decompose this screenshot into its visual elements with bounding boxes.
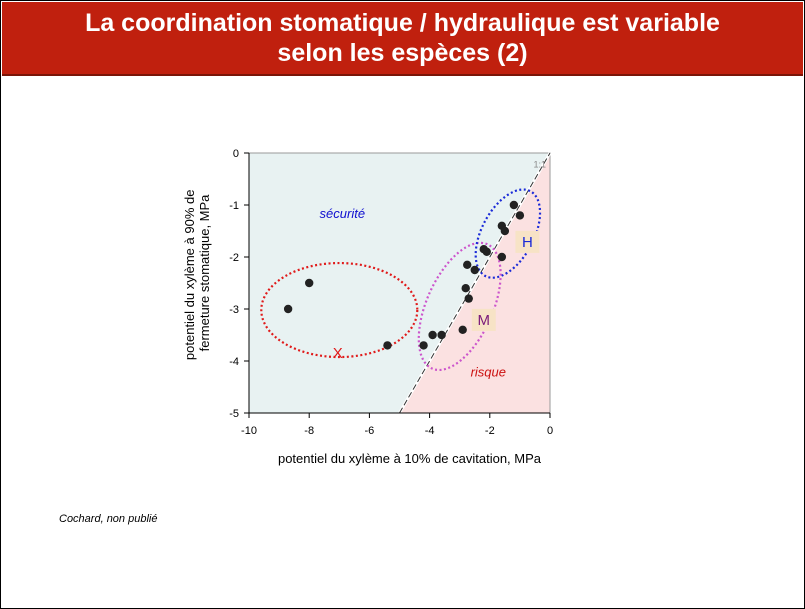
group-x-label: X	[333, 345, 343, 362]
y-tick-label: -2	[229, 252, 239, 264]
data-point	[305, 278, 314, 288]
data-point	[283, 304, 293, 314]
x-tick-label: -10	[241, 425, 257, 437]
x-axis-ticks: -10 -8 -6 -4 -2 0	[241, 413, 553, 437]
data-point	[461, 284, 470, 293]
data-point	[515, 211, 525, 220]
slide-title-line-1: La coordination stomatique / hydraulique…	[85, 9, 720, 37]
x-tick-label: -4	[425, 425, 435, 437]
data-point	[470, 265, 479, 275]
data-point	[383, 341, 392, 350]
x-tick-label: -8	[304, 425, 314, 437]
y-axis-label-line-2: fermeture stomatique, MPa	[197, 194, 212, 352]
x-tick-label: -2	[485, 425, 495, 437]
data-point	[458, 325, 467, 334]
group-h-label: H	[522, 234, 533, 251]
x-tick-label: -6	[365, 425, 375, 437]
title-bar: La coordination stomatique / hydraulique…	[2, 2, 803, 76]
y-tick-label: -1	[229, 200, 239, 212]
group-m-label-background	[471, 308, 496, 331]
data-point	[482, 247, 491, 256]
y-tick-label: 0	[233, 148, 239, 160]
y-tick-label: -5	[229, 408, 239, 420]
data-point	[497, 252, 507, 262]
y-axis-label-line-1: potentiel du xylème à 90% de	[182, 190, 197, 361]
zone-securite-label: sécurité	[320, 206, 366, 221]
one-to-one-label: 1:1	[533, 160, 546, 170]
y-tick-label: -3	[229, 304, 239, 316]
zone-risque-label: risque	[471, 364, 506, 379]
y-axis-ticks: 0 -1 -2 -3 -4 -5	[229, 148, 249, 420]
data-point	[437, 330, 446, 340]
x-tick-label: 0	[547, 425, 553, 437]
slide-title-line-2: selon les espèces (2)	[277, 39, 528, 67]
y-tick-label: -4	[229, 356, 239, 368]
data-point	[419, 341, 428, 350]
slide-title: La coordination stomatique / hydraulique…	[2, 8, 803, 68]
group-m-label: M	[478, 312, 491, 329]
group-h-label-background	[515, 230, 540, 253]
data-point	[500, 226, 510, 236]
data-point	[463, 260, 472, 269]
group-x-ellipse	[260, 261, 419, 359]
data-point	[464, 294, 473, 303]
y-axis-label: potentiel du xylème à 90% de fermeture s…	[182, 186, 212, 360]
data-point	[509, 200, 519, 210]
zone-securite	[249, 153, 550, 413]
one-to-one-line	[399, 152, 551, 414]
data-point	[428, 330, 437, 340]
source-citation: Cochard, non publié	[59, 513, 158, 525]
data-points	[283, 200, 525, 350]
chart-axes	[248, 153, 550, 414]
x-axis-label: potentiel du xylème à 10% de cavitation,…	[278, 451, 542, 466]
